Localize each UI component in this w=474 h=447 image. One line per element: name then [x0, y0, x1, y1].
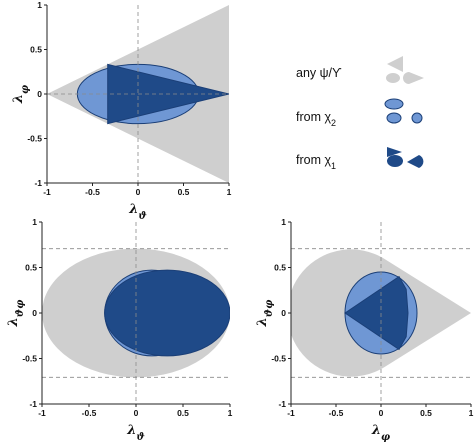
region-from-chi1 — [104, 269, 230, 357]
y-tick-label: 0.5 — [274, 263, 286, 273]
panel-2: -1 -0.5 0 0.5 1 -1 -0.5 0 0.5 1 λϑ λϑφ — [6, 217, 233, 443]
y-tick-label: 1 — [37, 0, 42, 10]
x-tick-label: 0 — [134, 408, 139, 418]
y-tick-label: -0.5 — [22, 354, 37, 364]
x-tick-label: 1 — [228, 408, 233, 418]
x-tick-label: 0 — [379, 408, 384, 418]
legend-icon-ellipse — [386, 73, 400, 83]
y-tick-label: -0.5 — [271, 354, 286, 364]
x-tick-label: 1 — [227, 187, 232, 197]
region-from-chi1 — [344, 275, 409, 351]
y-tick-label: -1 — [278, 399, 286, 409]
legend-icon-cone — [403, 72, 424, 84]
plot-area — [291, 249, 471, 377]
legend-icon-ellipse — [386, 112, 402, 124]
y-tick-label: 0.5 — [25, 263, 37, 273]
legend-icon-wedge — [407, 155, 424, 168]
x-tick-label: -1 — [43, 187, 51, 197]
y-tick-label: -1 — [29, 399, 37, 409]
y-axis-title: λϑφ — [255, 300, 275, 328]
legend-label-2: from χ2 — [296, 110, 336, 128]
x-tick-label: 0.5 — [178, 187, 190, 197]
legend: any ψ/ϒ from χ2 from χ1 — [296, 56, 424, 171]
x-tick-label: -0.5 — [329, 408, 344, 418]
panel-1: -1 -0.5 0 0.5 1 -1 -0.5 0 0.5 1 λϑ λφ — [11, 0, 232, 222]
x-axis-title: λϑ — [126, 423, 145, 443]
y-tick-label: 0 — [281, 308, 286, 318]
x-tick-label: 0.5 — [420, 408, 432, 418]
x-tick-label: -1 — [287, 408, 295, 418]
x-tick-label: 0 — [136, 187, 141, 197]
legend-icon-ellipse — [384, 98, 404, 110]
legend-icon-triangle — [387, 147, 402, 157]
legend-icon-circle — [411, 112, 423, 124]
y-tick-label: 0 — [37, 89, 42, 99]
y-tick-label: -1 — [34, 178, 42, 188]
panel-3: -1 -0.5 0 0.5 1 -1 -0.5 0 0.5 1 λφ λϑφ — [255, 217, 474, 443]
y-axis-title: λϑφ — [6, 300, 26, 328]
x-tick-label: -0.5 — [82, 408, 97, 418]
y-tick-label: 0 — [32, 308, 37, 318]
x-tick-label: -1 — [38, 408, 46, 418]
legend-label-1: any ψ/ϒ — [296, 66, 342, 80]
x-tick-label: 0.5 — [177, 408, 189, 418]
x-axis-title: λφ — [371, 423, 390, 443]
legend-label-3: from χ1 — [296, 153, 336, 171]
y-axis-title: λφ — [11, 85, 31, 104]
legend-icon-ellipse — [387, 155, 403, 167]
x-tick-label: 1 — [469, 408, 474, 418]
legend-icon-triangle — [387, 56, 403, 72]
y-tick-label: -0.5 — [27, 134, 42, 144]
y-tick-label: 1 — [32, 217, 37, 227]
y-tick-label: 1 — [281, 217, 286, 227]
y-tick-label: 0.5 — [30, 45, 42, 55]
x-tick-label: -0.5 — [85, 187, 100, 197]
x-axis-title: λϑ — [128, 202, 147, 222]
